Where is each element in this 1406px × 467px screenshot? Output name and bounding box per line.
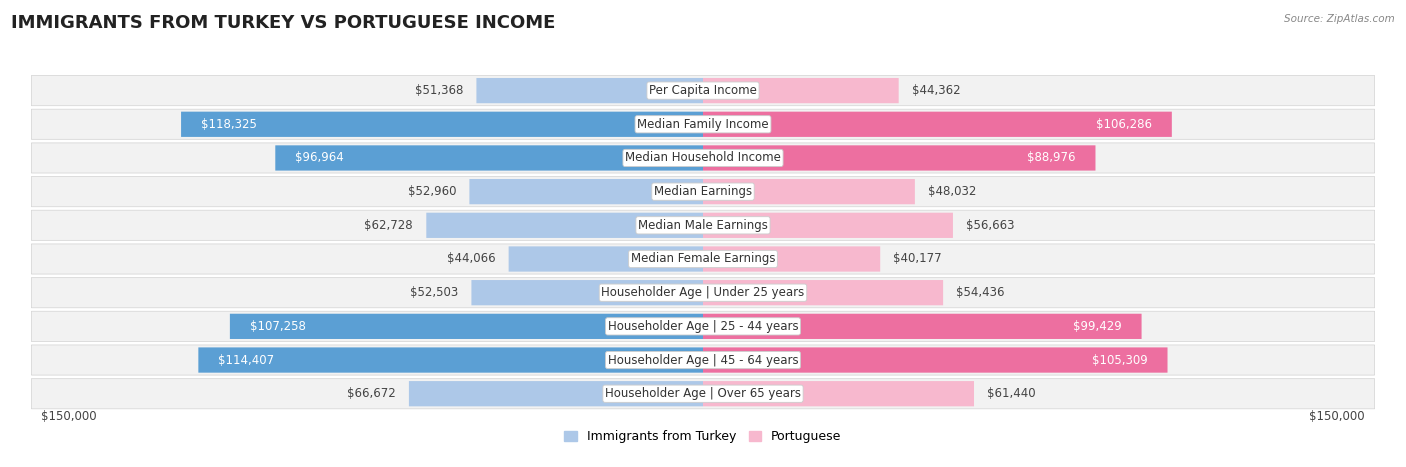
FancyBboxPatch shape: [409, 381, 703, 406]
Text: Householder Age | 25 - 44 years: Householder Age | 25 - 44 years: [607, 320, 799, 333]
Text: $61,440: $61,440: [987, 387, 1036, 400]
Text: IMMIGRANTS FROM TURKEY VS PORTUGUESE INCOME: IMMIGRANTS FROM TURKEY VS PORTUGUESE INC…: [11, 14, 555, 32]
Text: Householder Age | Under 25 years: Householder Age | Under 25 years: [602, 286, 804, 299]
FancyBboxPatch shape: [31, 311, 1375, 341]
FancyBboxPatch shape: [703, 212, 953, 238]
FancyBboxPatch shape: [31, 109, 1375, 139]
Text: $107,258: $107,258: [250, 320, 305, 333]
FancyBboxPatch shape: [276, 145, 703, 170]
Text: Median Household Income: Median Household Income: [626, 151, 780, 164]
FancyBboxPatch shape: [703, 145, 1095, 170]
Text: Householder Age | Over 65 years: Householder Age | Over 65 years: [605, 387, 801, 400]
Text: $52,960: $52,960: [408, 185, 456, 198]
Text: $62,728: $62,728: [364, 219, 413, 232]
FancyBboxPatch shape: [181, 112, 703, 137]
Legend: Immigrants from Turkey, Portuguese: Immigrants from Turkey, Portuguese: [564, 430, 842, 443]
Text: $56,663: $56,663: [966, 219, 1015, 232]
Text: $99,429: $99,429: [1073, 320, 1122, 333]
Text: $54,436: $54,436: [956, 286, 1005, 299]
Text: $114,407: $114,407: [218, 354, 274, 367]
FancyBboxPatch shape: [509, 247, 703, 272]
FancyBboxPatch shape: [703, 179, 915, 204]
Text: $51,368: $51,368: [415, 84, 463, 97]
Text: Median Earnings: Median Earnings: [654, 185, 752, 198]
FancyBboxPatch shape: [703, 347, 1167, 373]
Text: Source: ZipAtlas.com: Source: ZipAtlas.com: [1284, 14, 1395, 24]
FancyBboxPatch shape: [31, 277, 1375, 308]
Text: Median Family Income: Median Family Income: [637, 118, 769, 131]
Text: Householder Age | 45 - 64 years: Householder Age | 45 - 64 years: [607, 354, 799, 367]
FancyBboxPatch shape: [426, 212, 703, 238]
FancyBboxPatch shape: [31, 210, 1375, 241]
FancyBboxPatch shape: [31, 244, 1375, 274]
FancyBboxPatch shape: [703, 314, 1142, 339]
Text: Median Female Earnings: Median Female Earnings: [631, 253, 775, 266]
Text: $44,066: $44,066: [447, 253, 495, 266]
Text: $118,325: $118,325: [201, 118, 257, 131]
Text: $88,976: $88,976: [1028, 151, 1076, 164]
Text: $44,362: $44,362: [912, 84, 960, 97]
FancyBboxPatch shape: [703, 78, 898, 103]
Text: $106,286: $106,286: [1095, 118, 1152, 131]
FancyBboxPatch shape: [703, 112, 1171, 137]
Text: $52,503: $52,503: [411, 286, 458, 299]
FancyBboxPatch shape: [198, 347, 703, 373]
Text: $150,000: $150,000: [41, 410, 97, 423]
FancyBboxPatch shape: [477, 78, 703, 103]
Text: $40,177: $40,177: [893, 253, 942, 266]
FancyBboxPatch shape: [470, 179, 703, 204]
Text: $105,309: $105,309: [1092, 354, 1147, 367]
FancyBboxPatch shape: [31, 177, 1375, 207]
Text: Per Capita Income: Per Capita Income: [650, 84, 756, 97]
FancyBboxPatch shape: [231, 314, 703, 339]
FancyBboxPatch shape: [31, 345, 1375, 375]
FancyBboxPatch shape: [703, 280, 943, 305]
Text: $96,964: $96,964: [295, 151, 344, 164]
Text: $48,032: $48,032: [928, 185, 977, 198]
Text: $66,672: $66,672: [347, 387, 395, 400]
FancyBboxPatch shape: [471, 280, 703, 305]
Text: Median Male Earnings: Median Male Earnings: [638, 219, 768, 232]
FancyBboxPatch shape: [31, 379, 1375, 409]
Text: $150,000: $150,000: [1309, 410, 1365, 423]
FancyBboxPatch shape: [31, 143, 1375, 173]
FancyBboxPatch shape: [703, 247, 880, 272]
FancyBboxPatch shape: [31, 76, 1375, 106]
FancyBboxPatch shape: [703, 381, 974, 406]
